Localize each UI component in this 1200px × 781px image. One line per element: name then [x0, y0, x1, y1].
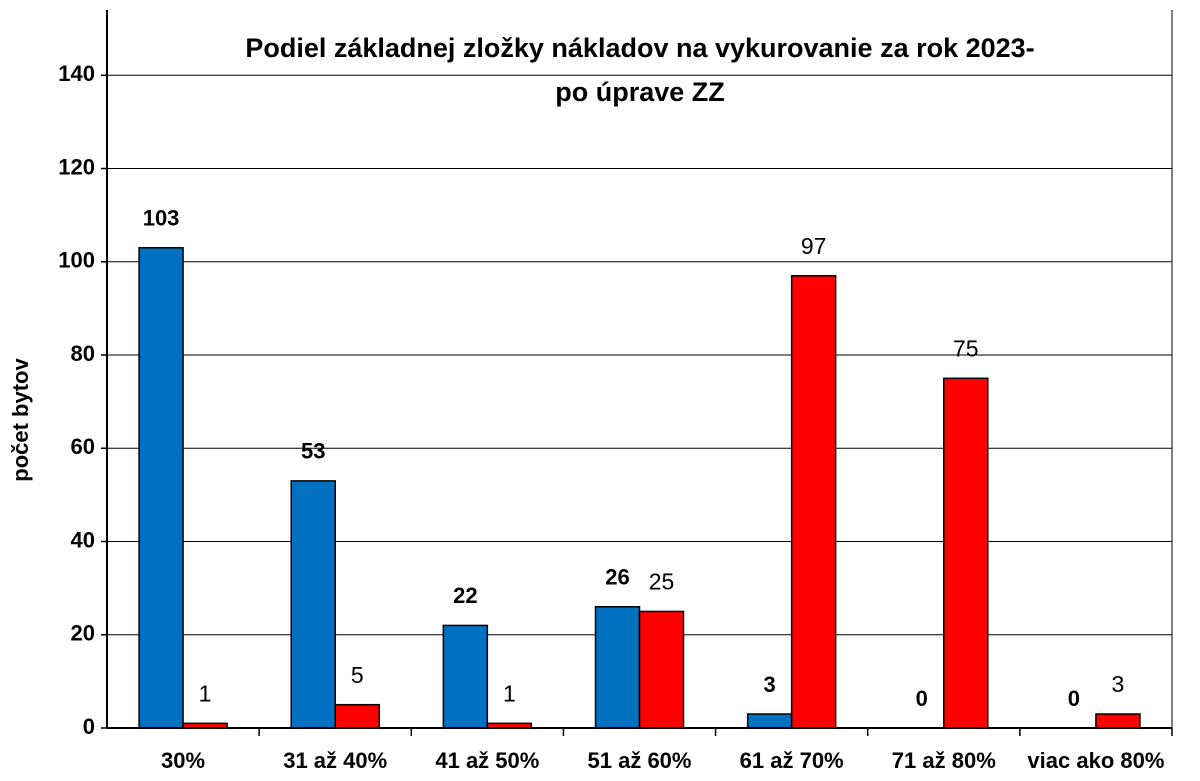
y-tick-label: 120	[58, 154, 95, 179]
y-tick-label: 100	[58, 248, 95, 273]
bar	[638, 610, 685, 729]
bar	[943, 377, 989, 729]
data-label: 5	[351, 662, 364, 688]
bar	[746, 713, 793, 729]
chart-title: Podiel základnej zložky nákladov na vyku…	[245, 33, 1034, 63]
bar	[290, 480, 336, 729]
data-label: 1	[199, 680, 212, 706]
data-label: 103	[143, 206, 180, 231]
data-label: 75	[953, 335, 979, 361]
x-tick-label: viac ako 80%	[1027, 748, 1164, 773]
data-label: 1	[503, 680, 516, 706]
bar	[1095, 713, 1141, 729]
data-label: 22	[453, 583, 477, 608]
bar	[594, 606, 641, 729]
y-tick-label: 40	[71, 527, 95, 552]
data-label: 53	[301, 439, 325, 464]
bar	[790, 275, 837, 729]
data-label: 0	[1068, 686, 1080, 711]
bar	[334, 703, 380, 729]
data-label: 0	[916, 686, 928, 711]
x-tick-label: 61 až 70%	[740, 748, 844, 773]
y-tick-label: 60	[71, 434, 95, 459]
y-tick-label: 140	[58, 61, 95, 86]
y-tick-label: 0	[83, 714, 95, 739]
y-tick-label: 20	[71, 621, 95, 646]
x-tick-label: 31 až 40%	[283, 748, 387, 773]
bar	[442, 624, 489, 729]
x-tick-label: 51 až 60%	[588, 748, 692, 773]
x-tick-label: 41 až 50%	[435, 748, 539, 773]
chart-title: po úprave ZZ	[555, 77, 725, 107]
data-label: 3	[1112, 671, 1125, 697]
x-tick-label: 71 až 80%	[892, 748, 996, 773]
x-tick-label: 30%	[161, 748, 205, 773]
bar	[138, 247, 184, 729]
y-axis-title: počet bytov	[8, 358, 33, 482]
y-tick-label: 80	[71, 341, 95, 366]
data-label: 97	[801, 233, 827, 259]
data-label: 26	[605, 565, 629, 590]
data-label: 25	[649, 569, 675, 595]
data-label: 3	[764, 672, 776, 697]
